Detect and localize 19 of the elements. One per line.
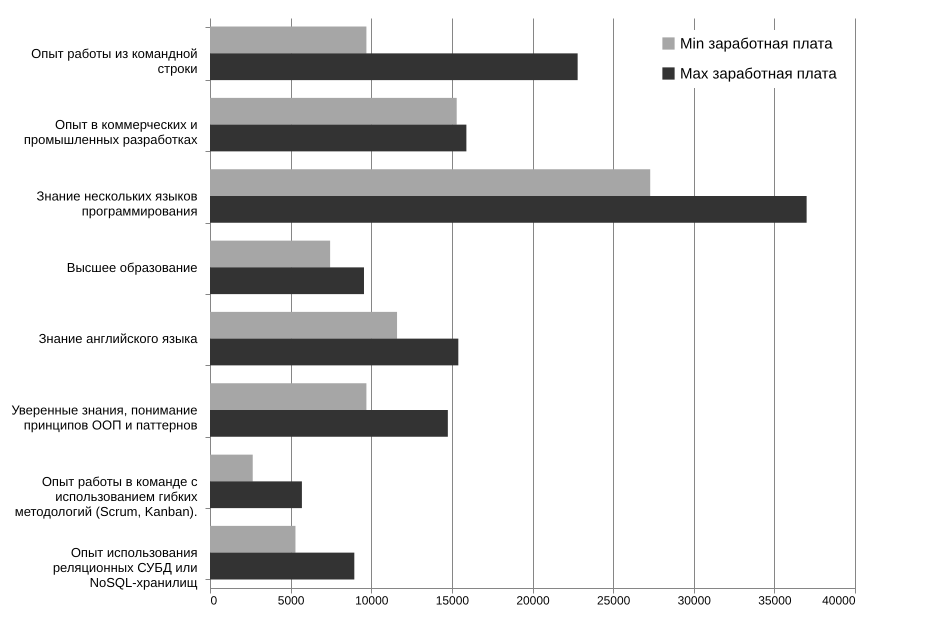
x-tick-label: 0 [210,594,218,608]
x-tick-label: 30000 [678,594,712,608]
x-tick-label: 40000 [822,594,856,608]
y-tick-label: Опыт работы в команде с использованием гибких методологий (Scrum, Kanban). [14,474,198,519]
x-tick-label: 20000 [516,594,550,608]
y-tick-label: Опыт использования реляционных СУБД или NoSQL-хранилищ [52,545,198,590]
y-tick-label: Знание нескольких языков программирования [36,188,198,218]
y-tick-label: Опыт в коммерческих и промышленных разработках [24,117,198,148]
x-tick-label: 25000 [596,594,631,608]
legend-label: Min заработная плата [680,36,834,52]
x-tick-label: 35000 [758,594,792,608]
y-tick-label: Опыт работы из командной строки [31,46,198,76]
y-tick-label: Высшее образование [66,260,198,275]
legend-label: Max заработная плата [680,66,838,82]
x-tick-label: 15000 [436,594,470,608]
x-tick-label: 10000 [355,594,389,608]
y-tick-label: Уверенные знания, понимание принципов ООП и паттернов [11,402,198,433]
y-tick-label: Знание английского языка [38,331,198,346]
x-tick-label: 5000 [278,594,305,608]
